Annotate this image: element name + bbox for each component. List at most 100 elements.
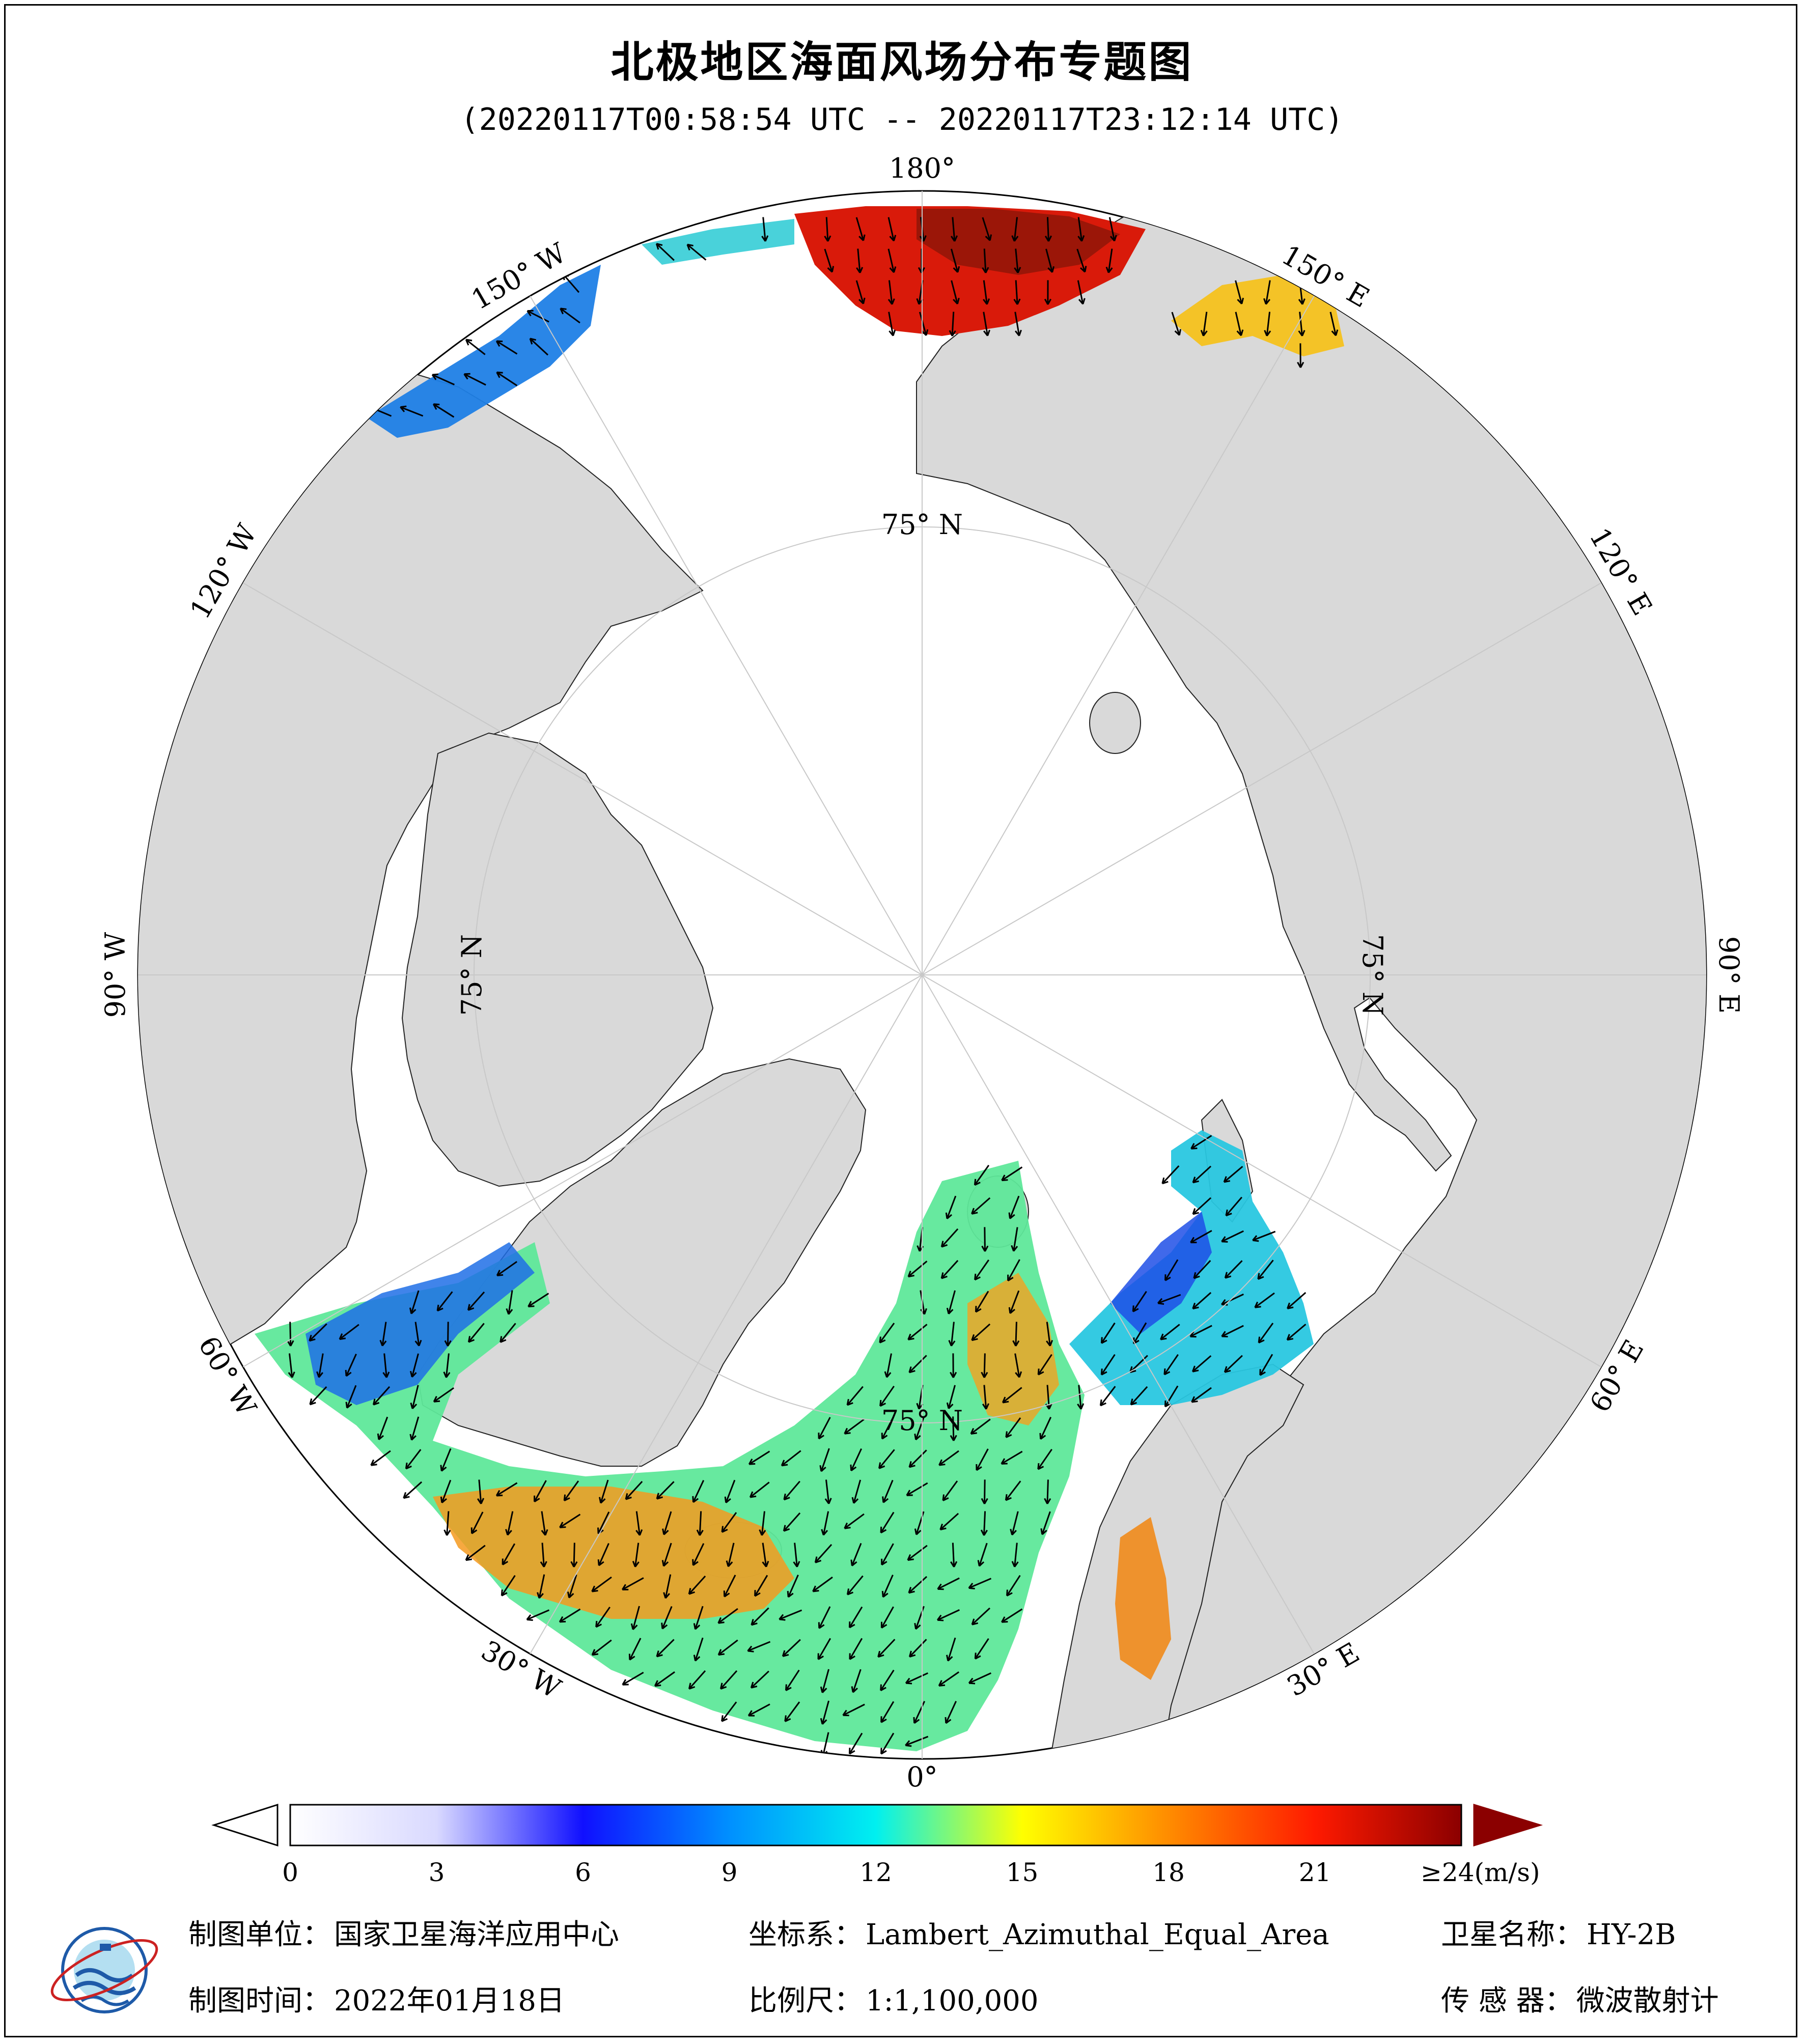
wind-arrow [591,1639,612,1656]
wind-arrow [907,1261,928,1278]
wind-arrow [939,1513,959,1531]
colorbar-tick-label: 3 [429,1858,445,1887]
wind-arrow [1258,1323,1274,1343]
wind-arrow [945,1701,957,1724]
wind-arrow [846,1386,864,1406]
wind-arrow [528,1293,549,1308]
wind-arrow [1221,1325,1244,1338]
wind-arrow [1011,1543,1019,1567]
map-producer-value: 国家卫星海洋应用中心 [334,1918,619,1951]
wind-arrow [717,1639,738,1656]
eurasia-land [916,203,1706,1759]
wind-arrow [1044,1479,1051,1504]
wind-arrow [1225,1196,1242,1217]
wind-arrow [495,1482,518,1497]
wind-arrow [1011,1227,1018,1252]
wind-arrow [1157,1294,1181,1305]
wind-arrow [814,1544,832,1563]
wind-arrow [881,1417,894,1440]
wind-arrow [970,1418,991,1435]
wind-arrow [1044,280,1052,305]
wind-arrow [632,1543,640,1567]
wind-arrow [495,340,518,355]
wind-arrow [938,1671,960,1687]
meridian-line [922,974,1602,1367]
wind-arrow [477,1479,485,1504]
wind-arrow [759,1511,766,1536]
colorbar-tick-label: 0 [282,1858,298,1887]
wind-arrow [630,1606,641,1630]
wind-arrow [762,1543,769,1567]
meridian-line [922,974,1315,1655]
wind-arrow [433,1387,455,1403]
wind-arrow [496,1261,517,1277]
wind-arrow [1254,1292,1275,1308]
coordinate-system-label: 坐标系： [748,1918,863,1951]
wind-arrow [880,1606,894,1629]
wind-arrow [981,1353,988,1378]
wind-arrow [842,1703,865,1717]
wind-arrow [628,1638,642,1661]
wind-arrow [431,373,455,385]
wind-arrow [465,1545,486,1561]
wind-arrow [747,1703,770,1717]
wind-arrow [377,1416,388,1440]
wind-arrow [1001,1166,1023,1182]
wind-arrow [877,1639,896,1658]
colorbar-tick-label: 15 [1006,1858,1039,1887]
wind-arrow [824,217,831,242]
wind-arrow [1077,280,1086,305]
wind-arrow [1297,343,1305,368]
wind-arrow [1037,1354,1052,1376]
sensor-label: 传 感 器： [1441,1984,1573,2018]
wind-arrow [1224,1355,1243,1373]
map-date-value: 2022年01月18日 [334,1984,565,2018]
wind-arrow [721,1701,737,1722]
wind-arrow [443,1353,451,1378]
colorbar-tick-label: 9 [721,1858,738,1887]
wind-arrow [908,1355,927,1374]
wind-arrow [824,248,835,273]
wind-arrow [951,280,960,304]
wind-arrow [693,1637,704,1662]
wind-arrow [747,1641,771,1653]
wind-arrow [379,1322,387,1347]
wind-arrow [971,1197,991,1215]
wind-arrow [905,1672,928,1685]
wind-arrow [1005,1480,1021,1501]
colorbar-under-arrow [211,1803,279,1847]
wind-arrow [1013,280,1021,305]
wind-arrow [506,1290,513,1315]
wind-arrow [879,1385,895,1407]
wind-arrow [888,312,896,337]
wind-arrow [945,1195,957,1219]
wind-arrow [844,1418,865,1435]
map-time-range: (20220117T00:58:54 UTC -- 20220117T23:12… [460,102,1344,137]
wind-arrow [846,1575,864,1595]
wind-vector-arrows [287,217,1339,1757]
swath-barents-blue [1110,1212,1212,1334]
wind-arrow [981,1227,989,1252]
wind-arrow [881,1574,894,1598]
wind-arrow [717,1608,738,1624]
wind-arrow [599,1479,609,1504]
wind-arrow [1286,1324,1307,1341]
sensor: 传 感 器： 微波散射计 [1441,1978,1719,2019]
wind-arrow [1100,1354,1116,1376]
wind-arrow [749,1481,770,1498]
wind-arrow [696,1511,704,1536]
severnaya-zemlya-land [1089,692,1141,754]
wind-arrow [688,1575,706,1595]
wind-arrow [534,1480,547,1503]
wind-arrow [1192,1197,1212,1215]
wind-arrow [824,1479,832,1504]
wind-arrow [950,1416,957,1441]
wind-arrow [1252,1230,1276,1242]
wind-arrow [975,1291,989,1313]
wind-arrow [905,1735,929,1747]
wind-arrow [287,1322,294,1347]
wind-arrow [467,1291,485,1311]
wind-arrow [968,1672,991,1685]
colorbar-gradient [289,1804,1462,1846]
map-date-label: 制图时间： [188,1984,331,2018]
